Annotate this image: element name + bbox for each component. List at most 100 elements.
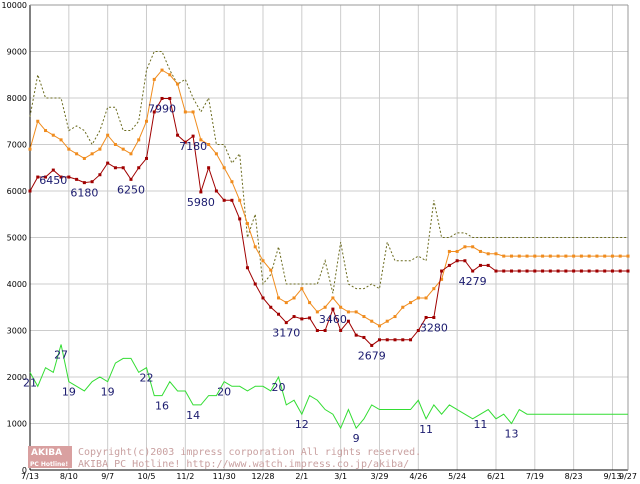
x-tick-label: 11/30 [213, 472, 236, 480]
point-min [603, 269, 607, 273]
point-average [455, 249, 459, 253]
grid [29, 4, 629, 471]
point-min [144, 156, 148, 160]
point-min [67, 175, 71, 179]
point-average [137, 138, 141, 142]
x-tick-label: 12/28 [251, 472, 274, 480]
point-min [370, 343, 374, 347]
point-average [331, 296, 335, 300]
point-average [160, 68, 164, 72]
data-label: 27 [54, 348, 68, 361]
data-label: 7180 [179, 140, 207, 153]
data-label: 22 [139, 372, 153, 385]
point-average [339, 305, 343, 309]
point-min [478, 263, 482, 267]
point-average [113, 143, 117, 146]
data-label: 9 [353, 432, 360, 445]
point-average [269, 268, 273, 272]
point-min [517, 269, 521, 273]
point-min [424, 315, 428, 319]
point-average [432, 287, 436, 291]
point-average [168, 73, 172, 77]
y-tick-label: 9000 [7, 48, 27, 57]
point-min [385, 338, 389, 342]
point-min [75, 177, 79, 181]
point-min [253, 282, 257, 286]
x-tick-label: 6/21 [487, 472, 505, 480]
point-min [447, 263, 451, 267]
point-min [587, 269, 591, 273]
point-average [595, 254, 599, 258]
data-label: 6180 [70, 187, 98, 200]
y-tick-label: 5000 [7, 234, 27, 243]
point-average [533, 254, 537, 258]
point-average [362, 315, 366, 319]
data-label: 20 [272, 381, 286, 394]
y-tick-label: 1000 [7, 420, 27, 429]
point-average [277, 296, 281, 300]
point-average [292, 296, 296, 300]
point-min [455, 259, 459, 263]
x-tick-label: 4/26 [409, 472, 427, 480]
series [28, 51, 630, 430]
point-min [308, 316, 312, 320]
point-min [339, 329, 343, 332]
point-min [471, 269, 475, 273]
point-average [284, 301, 288, 305]
point-min [463, 259, 467, 263]
point-average [261, 259, 265, 263]
point-min [323, 329, 327, 332]
point-average [401, 305, 405, 309]
point-average [579, 254, 583, 258]
point-average [90, 152, 94, 156]
point-min [98, 173, 102, 177]
point-average [176, 82, 180, 86]
point-min [626, 269, 630, 273]
watermark-badge-bottom: PC Hotline! [30, 461, 68, 468]
x-tick-label: 2/1 [295, 472, 308, 480]
point-average [129, 152, 133, 156]
point-average [377, 324, 381, 328]
point-min [548, 269, 552, 273]
point-min [113, 166, 117, 170]
point-average [82, 156, 86, 160]
point-average [315, 310, 319, 314]
point-min [618, 269, 622, 273]
x-tick-label: 10/5 [138, 472, 156, 480]
data-label: 11 [473, 418, 487, 431]
watermark-badge [28, 446, 72, 468]
point-average [308, 301, 312, 305]
point-min [137, 166, 141, 170]
point-min [90, 180, 94, 184]
point-average [409, 301, 413, 305]
point-average [75, 152, 79, 156]
point-min [494, 269, 498, 273]
y-tick-label: 6000 [7, 187, 27, 196]
point-min [284, 321, 288, 325]
watermark-line-2: AKIBA PC Hotline! http://www.watch.impre… [78, 459, 409, 470]
data-label: 3170 [272, 327, 300, 340]
point-average [238, 198, 242, 202]
point-average [572, 254, 576, 258]
series-line-max [29, 51, 628, 294]
point-min [129, 177, 133, 181]
point-min [432, 315, 436, 319]
point-average [447, 249, 451, 253]
point-min [121, 166, 125, 170]
data-label: 3460 [319, 313, 347, 326]
data-label: 12 [295, 418, 309, 431]
data-label: 11 [419, 423, 433, 436]
point-average [370, 319, 374, 323]
point-average [59, 138, 63, 142]
point-min [261, 296, 265, 300]
x-tick-label: 8/23 [565, 472, 583, 480]
data-label: 19 [62, 386, 76, 399]
point-average [517, 254, 521, 258]
point-min [393, 338, 397, 342]
point-min [346, 319, 350, 323]
point-min [199, 190, 203, 194]
point-min [331, 307, 335, 311]
point-min [556, 269, 560, 273]
x-tick-label: 3/29 [370, 472, 388, 480]
